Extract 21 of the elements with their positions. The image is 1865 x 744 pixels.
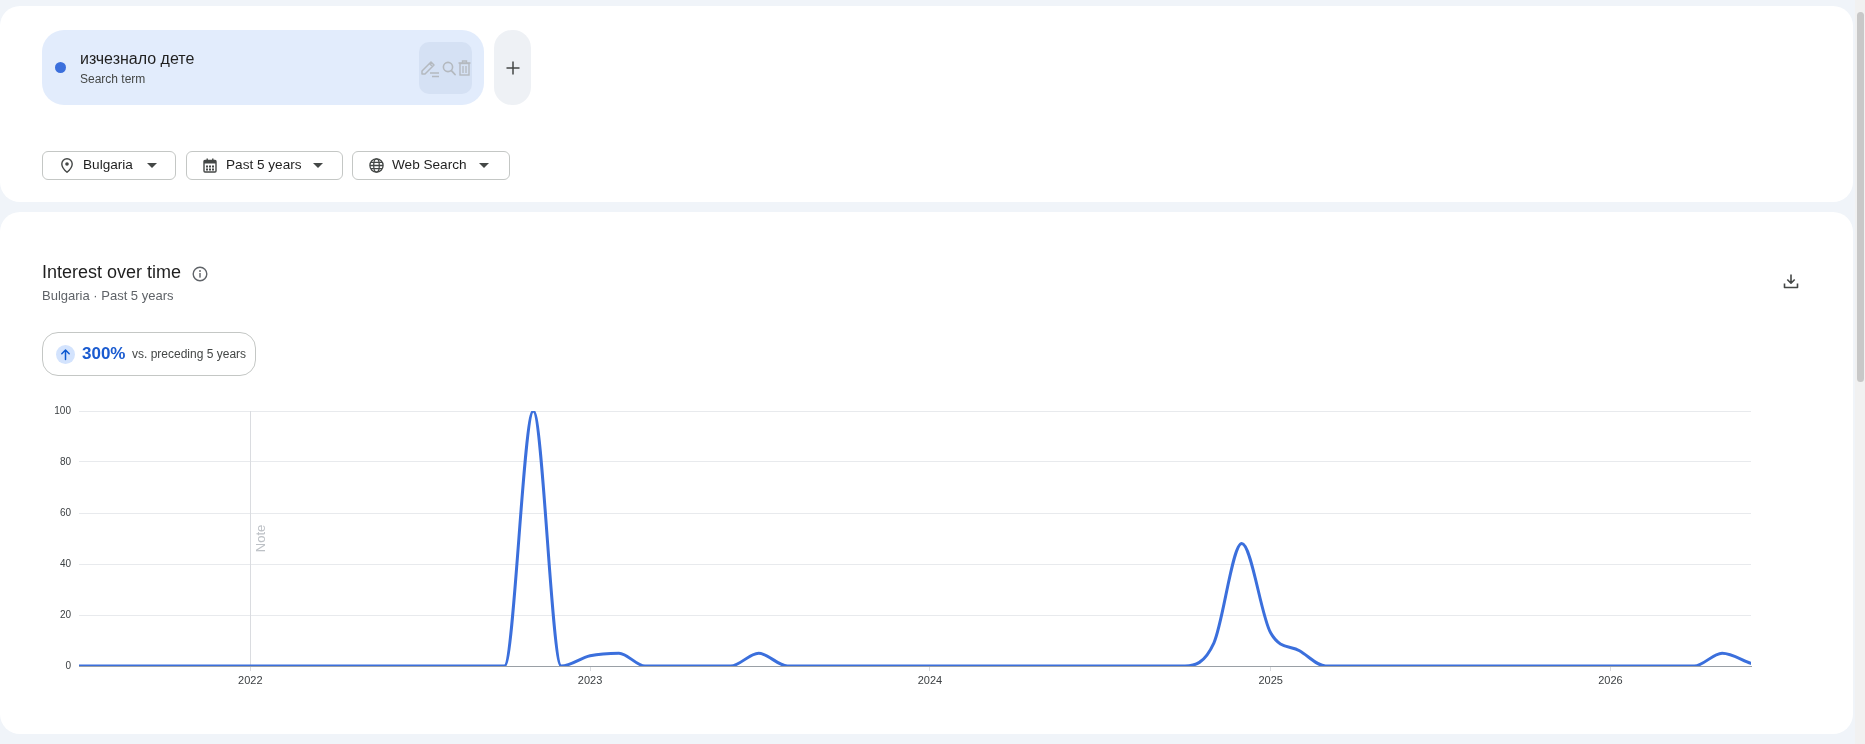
- x-tick-label: 2026: [1598, 673, 1623, 686]
- text: vs. preceding 5 years: [132, 347, 247, 361]
- y-tick-label: 40: [59, 557, 72, 569]
- y-tick-label: 0: [65, 659, 72, 671]
- x-tick-label: 2025: [1258, 673, 1283, 686]
- ref-line-label: Note: [252, 524, 268, 553]
- y-tick-label: 100: [54, 404, 72, 416]
- chart-subtitle: Bulgaria · Past 5 years: [42, 288, 174, 303]
- y-tick-label: 20: [59, 608, 72, 620]
- text: Bulgaria: [83, 157, 133, 172]
- x-tick-label: 2023: [577, 673, 603, 686]
- x-tick-label: 2022: [238, 673, 263, 686]
- text: Past 5 years: [226, 157, 302, 172]
- text: 300%: [82, 344, 126, 364]
- legend-label: изчезнало дете: [80, 50, 195, 68]
- text: Web Search: [392, 157, 467, 172]
- y-tick-label: 80: [59, 455, 72, 467]
- legend-title: Search term: [80, 72, 146, 86]
- x-tick-label: 2024: [917, 673, 943, 686]
- chart-title: Interest over time: [42, 262, 182, 283]
- y-tick-label: 60: [59, 506, 72, 518]
